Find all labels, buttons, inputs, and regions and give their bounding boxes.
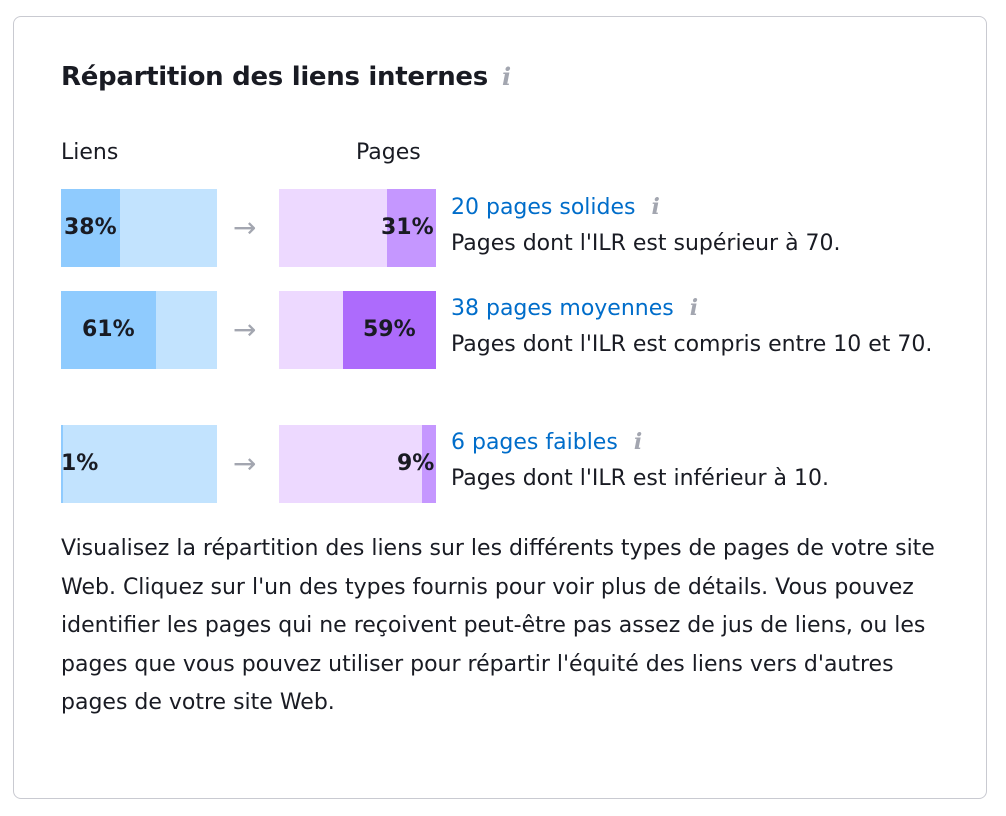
links-bar-fill bbox=[61, 425, 63, 503]
pages-percent: 59% bbox=[363, 317, 416, 342]
category-link[interactable]: 20 pages solides bbox=[451, 195, 636, 220]
category-detail: Pages dont l'ILR est supérieur à 70. bbox=[451, 231, 841, 256]
links-percent: 38% bbox=[64, 215, 117, 240]
pages-percent: 31% bbox=[381, 215, 434, 240]
info-icon[interactable]: i bbox=[651, 194, 660, 220]
pages-percent: 9% bbox=[397, 451, 435, 476]
arrow-right-icon: → bbox=[233, 313, 257, 346]
category-link[interactable]: 38 pages moyennes bbox=[451, 296, 674, 321]
title-text: Répartition des liens internes bbox=[61, 62, 488, 92]
pages-column-header: Pages bbox=[356, 140, 421, 165]
info-icon[interactable]: i bbox=[689, 295, 699, 321]
arrow-right-icon: → bbox=[233, 447, 257, 480]
category-description: 6 pages faibles i Pages dont l'ILR est in… bbox=[451, 424, 951, 497]
pages-bar[interactable]: 31% bbox=[279, 189, 436, 267]
category-description: 38 pages moyennes i Pages dont l'ILR est … bbox=[451, 290, 951, 363]
pages-bar[interactable]: 59% bbox=[279, 291, 436, 369]
links-bar[interactable]: 61% bbox=[61, 291, 217, 369]
category-detail: Pages dont l'ILR est compris entre 10 et… bbox=[451, 332, 933, 357]
links-column-header: Liens bbox=[61, 140, 119, 165]
description-paragraph: Visualisez la répartition des liens sur … bbox=[61, 536, 935, 715]
pages-bar-fill bbox=[421, 425, 436, 503]
category-detail: Pages dont l'ILR est inférieur à 10. bbox=[451, 466, 829, 491]
links-bar-fill bbox=[61, 189, 121, 267]
arrow-right-icon: → bbox=[233, 211, 257, 244]
links-bar[interactable]: 1% bbox=[61, 425, 217, 503]
category-description: 20 pages solides i Pages dont l'ILR est s… bbox=[451, 189, 951, 262]
info-icon[interactable]: i bbox=[501, 62, 511, 91]
info-icon[interactable]: i bbox=[633, 429, 643, 455]
links-percent: 61% bbox=[82, 317, 135, 342]
links-percent: 1% bbox=[61, 451, 99, 476]
pages-bar-fill bbox=[343, 291, 436, 369]
links-bar[interactable]: 38% bbox=[61, 189, 217, 267]
category-link[interactable]: 6 pages faibles bbox=[451, 430, 618, 455]
internal-links-card bbox=[13, 16, 987, 799]
card-title: Répartition des liens internes i bbox=[61, 62, 511, 92]
pages-bar-fill bbox=[387, 189, 436, 267]
links-bar-fill bbox=[61, 291, 157, 369]
pages-bar[interactable]: 9% bbox=[279, 425, 436, 503]
